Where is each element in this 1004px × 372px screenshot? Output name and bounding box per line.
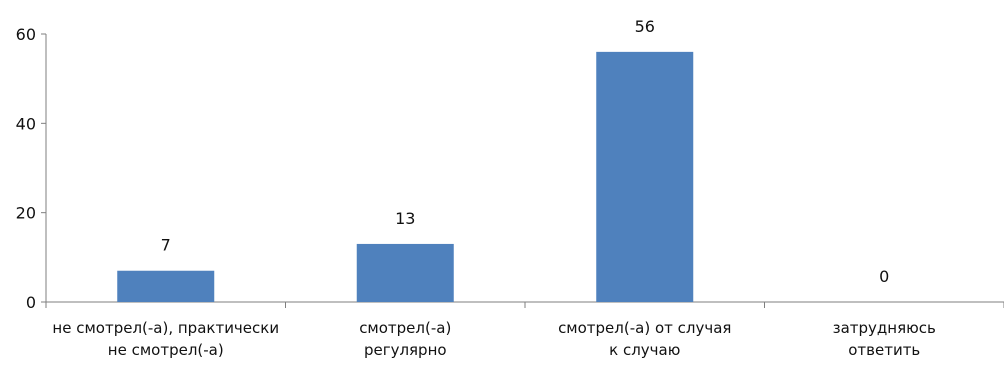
y-tick-label: 20: [16, 204, 36, 223]
bar: [596, 51, 694, 302]
x-category-label: к случаю: [609, 341, 680, 359]
bar: [356, 243, 454, 302]
data-label: 7: [161, 236, 171, 255]
x-category-label: не смотрел(-а), практически: [52, 319, 279, 337]
y-tick-label: 60: [16, 25, 36, 44]
x-category-label: смотрел(-а): [359, 319, 451, 337]
bars-group: [117, 51, 694, 302]
y-tick-label: 40: [16, 114, 36, 133]
y-tick-label: 0: [26, 293, 36, 312]
labels-group: 7 не смотрел(-а), практически не смотрел(-…: [52, 17, 935, 359]
data-label: 13: [395, 209, 415, 228]
x-category-label: ответить: [848, 341, 920, 359]
data-label: 56: [635, 17, 655, 36]
data-label: 0: [879, 267, 889, 286]
x-category-label: регулярно: [364, 341, 447, 359]
x-category-label: затрудняюсь: [833, 319, 936, 337]
axes: 0 20 40 60: [16, 25, 1004, 312]
bar: [117, 270, 215, 302]
x-category-label: не смотрел(-а): [108, 341, 224, 359]
x-category-label: смотрел(-а) от случая: [558, 319, 731, 337]
